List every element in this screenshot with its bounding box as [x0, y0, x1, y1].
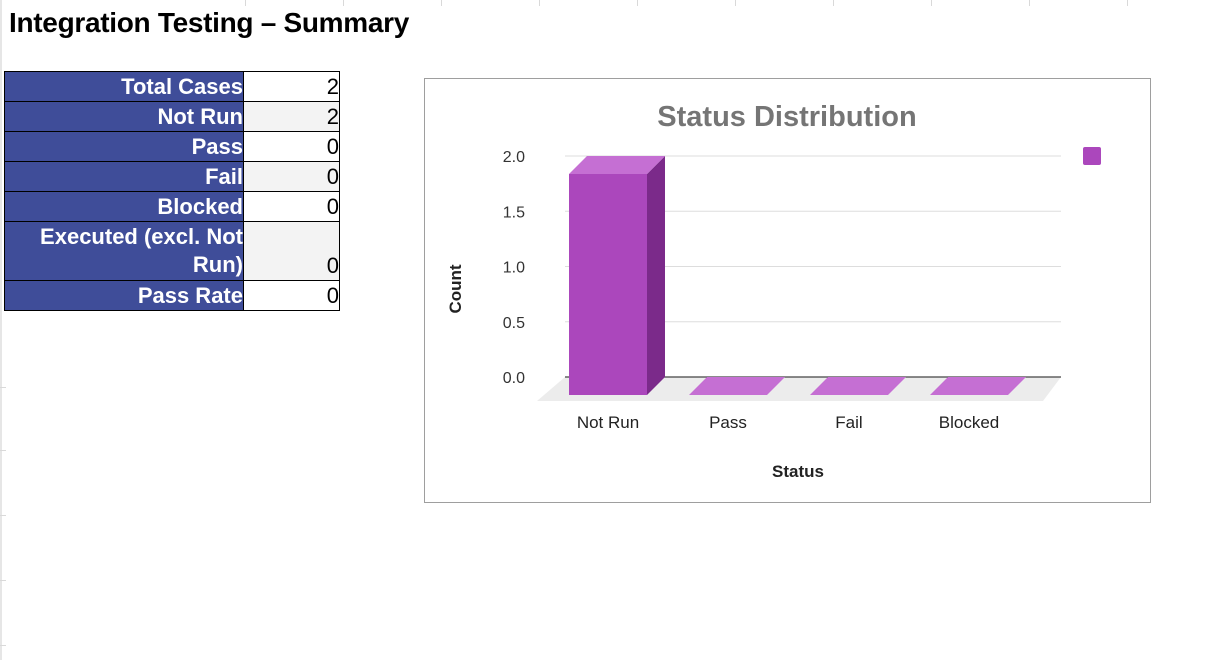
row-label-total-cases[interactable]: Total Cases: [4, 71, 244, 102]
chart-canvas: Status Distribution Status Count 0.0 0.5 1…: [446, 101, 1101, 481]
y-tick-label: 1.0: [503, 260, 525, 277]
table-row: Pass Rate 0: [4, 280, 340, 311]
row-label-executed[interactable]: Executed (excl. Not Run): [4, 221, 244, 281]
grid-line: [0, 580, 6, 581]
grid-line: [0, 515, 6, 516]
grid-line: [539, 0, 540, 6]
x-tick-label: Fail: [835, 413, 862, 432]
grid-line: [0, 450, 6, 451]
grid-line: [0, 387, 6, 388]
table-row: Not Run 2: [4, 101, 340, 132]
bar-fail[interactable]: [810, 377, 906, 395]
grid-line: [343, 0, 344, 6]
grid-line: [1029, 0, 1030, 6]
bar-pass[interactable]: [689, 377, 785, 395]
bar-not-run[interactable]: [569, 174, 647, 395]
y-tick-label: 0.0: [503, 370, 525, 387]
x-tick-label: Not Run: [577, 413, 639, 432]
x-axis-label: Status: [772, 462, 824, 481]
grid-line: [833, 0, 834, 6]
table-row: Total Cases 2: [4, 71, 340, 102]
y-axis-label: Count: [446, 264, 465, 313]
row-value-pass[interactable]: 0: [243, 131, 340, 162]
grid-line: [931, 0, 932, 6]
row-value-fail[interactable]: 0: [243, 161, 340, 192]
sheet-title[interactable]: Integration Testing – Summary: [9, 7, 409, 38]
row-value-pass-rate[interactable]: 0: [243, 280, 340, 311]
table-row: Blocked 0: [4, 191, 340, 222]
summary-table: Total Cases 2 Not Run 2 Pass 0 Fail 0 Bl…: [4, 71, 340, 311]
table-row: Executed (excl. Not Run) 0: [4, 221, 340, 281]
grid-line: [637, 0, 638, 6]
grid-line: [735, 0, 736, 6]
row-value-total-cases[interactable]: 2: [243, 71, 340, 102]
y-tick-label: 1.5: [503, 204, 525, 221]
x-tick-label: Pass: [709, 413, 747, 432]
chart-title: Status Distribution: [657, 101, 916, 133]
y-tick-label: 0.5: [503, 315, 525, 332]
bar-side: [647, 156, 665, 395]
grid-line: [0, 645, 6, 646]
table-row: Pass 0: [4, 131, 340, 162]
row-label-blocked[interactable]: Blocked: [4, 191, 244, 222]
bar-top: [569, 156, 665, 174]
row-label-not-run[interactable]: Not Run: [4, 101, 244, 132]
status-distribution-chart[interactable]: Status Distribution Status Count 0.0 0.5 1…: [424, 78, 1151, 503]
row-label-pass[interactable]: Pass: [4, 131, 244, 162]
grid-line: [1127, 0, 1128, 6]
spreadsheet-left-edge: [0, 0, 2, 660]
row-label-executed-line2: Run): [192, 252, 243, 277]
row-value-executed[interactable]: 0: [243, 221, 340, 281]
grid-line: [441, 0, 442, 6]
row-label-fail[interactable]: Fail: [4, 161, 244, 192]
row-label-pass-rate[interactable]: Pass Rate: [4, 280, 244, 311]
row-label-executed-line1: Executed (excl. Not: [40, 224, 243, 249]
table-row: Fail 0: [4, 161, 340, 192]
row-value-blocked[interactable]: 0: [243, 191, 340, 222]
x-tick-label: Blocked: [939, 413, 999, 432]
legend-swatch: [1083, 147, 1101, 165]
row-value-not-run[interactable]: 2: [243, 101, 340, 132]
bar-blocked[interactable]: [930, 377, 1026, 395]
grid-line: [245, 0, 246, 6]
y-tick-label: 2.0: [503, 149, 525, 166]
